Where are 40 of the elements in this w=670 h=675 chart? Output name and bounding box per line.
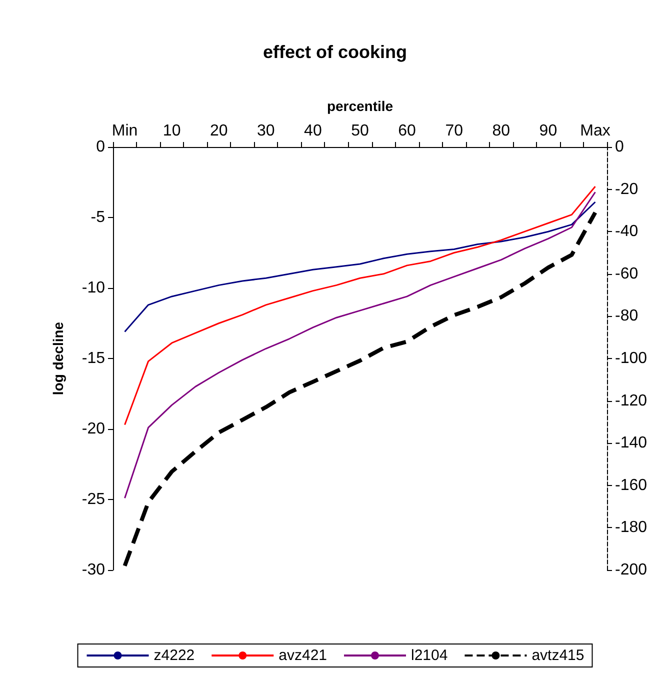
legend-label: l2104 (411, 647, 448, 664)
line-series (124, 191, 596, 499)
y-axis-title: log decline (50, 322, 66, 396)
x-tick-label: 50 (351, 122, 369, 140)
x-tick-label: 10 (162, 122, 181, 140)
x-tick-label: Max (580, 122, 610, 140)
legend-label: avz421 (278, 647, 328, 664)
line-series (124, 186, 596, 426)
line-series (124, 201, 596, 332)
x-tick-label: 90 (539, 122, 558, 140)
x-tick-label: 80 (492, 122, 510, 140)
y-tick-label: -20 (82, 420, 106, 438)
y2-tick-label: -80 (615, 308, 638, 325)
y2-tick-label: -160 (615, 476, 648, 494)
x-tick-label: 70 (445, 122, 464, 140)
y2-tick-label: -100 (615, 350, 648, 367)
y2-tick-label: -180 (615, 519, 648, 536)
y2-tick-label: -60 (615, 265, 638, 282)
x-tick-label: 30 (257, 122, 275, 140)
x-tick-label: Min (112, 122, 138, 140)
y2-tick-label: -40 (615, 223, 638, 240)
y2-tick-label: -20 (615, 180, 638, 198)
x-tick-label: 20 (210, 122, 228, 140)
y2-tick-label: -200 (615, 562, 648, 578)
legend-label: z4222 (154, 647, 195, 664)
y-tick-label: -10 (82, 280, 106, 296)
y-tick-label: -5 (90, 209, 106, 226)
x-tick-label: 60 (398, 122, 416, 140)
y-tick-label: -15 (82, 350, 106, 367)
y-tick-label: -25 (82, 491, 106, 508)
y2-tick-label: -140 (615, 434, 648, 452)
line-series (122, 210, 598, 568)
y2-tick-label: -120 (615, 392, 648, 410)
x-tick-label: 40 (304, 122, 322, 140)
y-tick-label: -30 (82, 562, 106, 578)
y-tick-label: 0 (96, 138, 106, 156)
y2-tick-label: 0 (615, 138, 624, 156)
x-axis-title: percentile (326, 98, 394, 114)
chart-title: effect of cooking (262, 42, 408, 62)
legend-label: avtz415 (532, 647, 584, 664)
